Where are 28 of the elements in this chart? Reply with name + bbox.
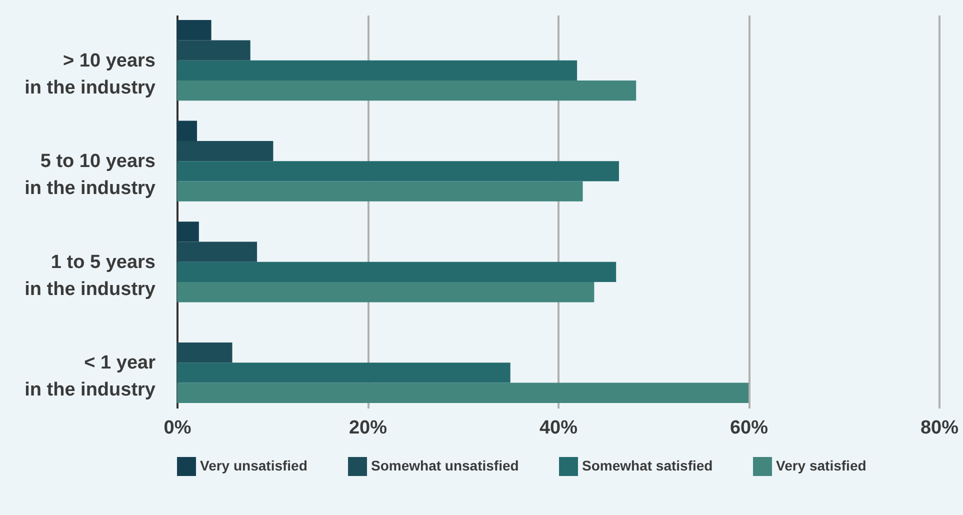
- bar: [177, 342, 232, 363]
- bar: [177, 262, 616, 282]
- bar: [177, 120, 198, 141]
- bar: [177, 362, 510, 383]
- legend-label: Very unsatisfied: [200, 458, 308, 474]
- x-tick-label: 40%: [539, 418, 578, 438]
- x-tick-label: 20%: [348, 418, 388, 438]
- bar: [177, 40, 250, 60]
- bar: [177, 282, 594, 302]
- bar: [177, 181, 583, 202]
- y-tick-label: 1 to 5 years in the industry: [24, 252, 156, 300]
- bar: [177, 20, 212, 40]
- bar: [177, 140, 274, 162]
- x-tick-label: 80%: [920, 418, 959, 438]
- bar: [177, 242, 258, 262]
- y-tick-label: > 10 years in the industry: [24, 50, 156, 98]
- legend-label: Very satisfied: [776, 458, 866, 474]
- legend-label: Somewhat satisfied: [582, 458, 713, 474]
- bar: [177, 60, 578, 80]
- bar: [177, 382, 748, 403]
- bar: [177, 222, 199, 242]
- x-tick-label: 0%: [164, 418, 192, 438]
- y-tick-label: < 1 year in the industry: [24, 352, 156, 401]
- y-tick-label: 5 to 10 years in the industry: [24, 151, 156, 200]
- bar: [177, 161, 619, 182]
- x-tick-label: 60%: [730, 418, 768, 438]
- bar: [177, 80, 636, 101]
- legend-label: Somewhat unsatisfied: [371, 458, 519, 474]
